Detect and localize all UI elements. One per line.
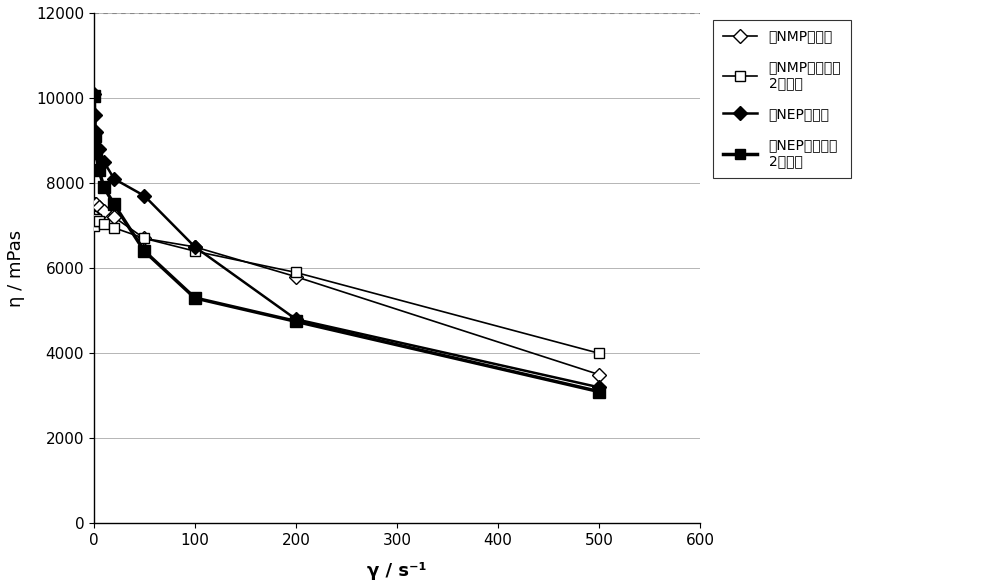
X-axis label: γ / s⁻¹: γ / s⁻¹ xyxy=(367,562,427,580)
Y-axis label: η / mPas: η / mPas xyxy=(7,230,25,307)
Legend: 用NMP的浆料, 用NMP的浆料，
2小时后, 用NEP的浆料, 用NEP的浆料，
2小时后: 用NMP的浆料, 用NMP的浆料， 2小时后, 用NEP的浆料, 用NEP的浆料… xyxy=(713,20,851,178)
